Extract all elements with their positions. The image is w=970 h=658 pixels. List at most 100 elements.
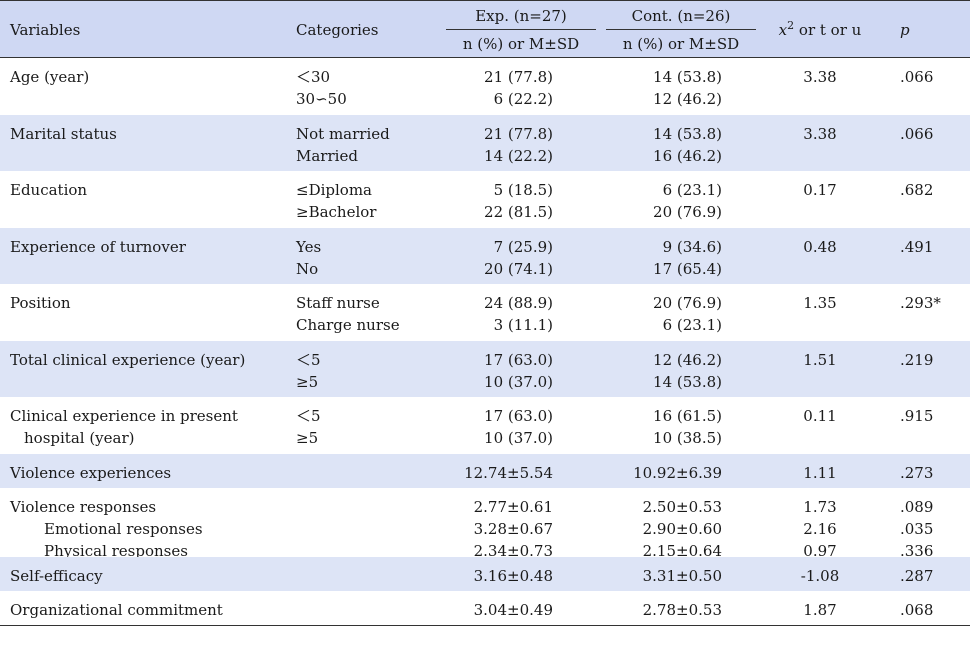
- statistic-cell: 1.51: [760, 349, 880, 371]
- cont-cell-line: 2.78±0.53: [642, 601, 722, 619]
- statistic-cell: 0.48: [760, 236, 880, 258]
- header-p-symbol: p: [900, 21, 910, 39]
- exp-cell-line: 10 (37.0): [484, 429, 553, 447]
- variable-cell-line: Physical responses: [44, 542, 188, 560]
- category-cell-line: ＜5: [296, 351, 321, 369]
- cont-cell-line: 14 (53.8): [653, 125, 722, 143]
- variable-cell-line: Experience of turnover: [10, 238, 186, 256]
- category-cell-line: ≥5: [296, 429, 319, 447]
- p-value-cell-line: .035: [900, 520, 934, 538]
- header-cont-group: Cont. (n=26): [631, 7, 731, 25]
- exp-cell-line: 21 (77.8): [484, 68, 553, 86]
- header-cont-sub: n (%) or M±SD: [622, 35, 740, 53]
- header-stat-symbol: x: [778, 21, 788, 39]
- exp-cell-line: 7 (25.9): [493, 238, 553, 256]
- variable-cell: Marital status: [10, 123, 117, 145]
- statistic-cell: -1.08: [760, 565, 880, 587]
- table-body: Age (year) ＜30 30∽50 21 (77.8) 6 (22.2) 14 (5…: [0, 58, 970, 625]
- p-value-cell-line: .068: [900, 601, 934, 619]
- category-cell: Not married Married: [296, 123, 390, 167]
- category-cell: Staff nurse Charge nurse: [296, 292, 400, 336]
- category-cell-line: Married: [296, 147, 358, 165]
- exp-cell-line: 3 (11.1): [493, 316, 553, 334]
- cont-cell-line: 17 (65.4): [653, 260, 722, 278]
- statistic-cell: 3.38: [760, 123, 880, 145]
- category-cell-line: No: [296, 260, 319, 278]
- header-exp-sub: n (%) or M±SD: [462, 35, 580, 53]
- variable-cell-line: Emotional responses: [44, 520, 203, 538]
- p-value-cell: .287: [900, 565, 942, 587]
- exp-cell-line: 2.34±0.73: [473, 542, 553, 560]
- header-categories: Categories: [296, 21, 379, 39]
- cont-cell-line: 3.31±0.50: [642, 567, 722, 585]
- statistic-cell: 1.11: [760, 462, 880, 484]
- table-row: Experience of turnover Yes No 7 (25.9) 20 (7…: [0, 228, 970, 284]
- exp-cell-line: 17 (63.0): [484, 407, 553, 425]
- statistic-cell-line: 1.11: [803, 464, 837, 482]
- exp-cell-line: 3.28±0.67: [473, 520, 553, 538]
- variable-cell: Self-efficacy: [10, 565, 103, 587]
- exp-cell: 24 (88.9) 3 (11.1): [430, 292, 553, 336]
- table-row: Organizational commitment 3.04±0.49 2.78±0…: [0, 591, 970, 625]
- cont-cell-line: 20 (76.9): [653, 203, 722, 221]
- p-value-cell-line: .915: [900, 407, 934, 425]
- statistic-cell: 0.11: [760, 405, 880, 427]
- table-row: Violence responses Emotional responses Phy…: [0, 488, 970, 582]
- cont-cell: 10.92±6.39: [590, 462, 722, 484]
- p-value-cell-line: .219: [900, 351, 934, 369]
- category-cell-line: Not married: [296, 125, 390, 143]
- exp-cell: 12.74±5.54: [430, 462, 553, 484]
- statistic-cell-line: -1.08: [800, 567, 840, 585]
- exp-cell-line: 3.04±0.49: [473, 601, 553, 619]
- exp-cell-line: 12.74±5.54: [464, 464, 553, 482]
- data-table: Variables Categories Exp. (n=27) n (%) o…: [0, 0, 970, 626]
- cont-cell-line: 2.90±0.60: [642, 520, 722, 538]
- cont-cell-line: 10.92±6.39: [633, 464, 722, 482]
- statistic-cell-line: 0.97: [803, 542, 837, 560]
- exp-cell: 21 (77.8) 14 (22.2): [430, 123, 553, 167]
- exp-cell: 3.04±0.49: [430, 599, 553, 621]
- category-cell-line: Charge nurse: [296, 316, 400, 334]
- cont-cell-line: 16 (61.5): [653, 407, 722, 425]
- category-cell-line: ≥Bachelor: [296, 203, 377, 221]
- cont-cell: 6 (23.1) 20 (76.9): [590, 179, 722, 223]
- variable-cell: Experience of turnover: [10, 236, 186, 258]
- p-value-cell-line: .491: [900, 238, 934, 256]
- p-value-cell: .273: [900, 462, 942, 484]
- cont-cell: 14 (53.8) 12 (46.2): [590, 66, 722, 110]
- variable-cell-line: Position: [10, 294, 71, 312]
- exp-cell-line: 10 (37.0): [484, 373, 553, 391]
- exp-cell-line: 6 (22.2): [493, 90, 553, 108]
- cont-cell: 2.78±0.53: [590, 599, 722, 621]
- statistic-cell-line: 1.51: [803, 351, 837, 369]
- variable-cell: Clinical experience in present hospital (…: [10, 405, 238, 449]
- statistic-cell: 1.35: [760, 292, 880, 314]
- cont-cell-line: 9 (34.6): [662, 238, 722, 256]
- exp-cell: 5 (18.5) 22 (81.5): [430, 179, 553, 223]
- cont-cell: 14 (53.8) 16 (46.2): [590, 123, 722, 167]
- category-cell-line: ＜5: [296, 407, 321, 425]
- p-value-cell-line: .066: [900, 68, 934, 86]
- exp-cell: 17 (63.0) 10 (37.0): [430, 349, 553, 393]
- exp-cell-line: 17 (63.0): [484, 351, 553, 369]
- header-stat-text: or t or u: [794, 21, 862, 39]
- table-row: Self-efficacy 3.16±0.48 3.31±0.50 -1.08 .287: [0, 557, 970, 591]
- variable-cell-line: Clinical experience in present: [10, 407, 238, 425]
- exp-cell-line: 22 (81.5): [484, 203, 553, 221]
- variable-cell: Age (year): [10, 66, 89, 88]
- statistic-cell-line: 3.38: [803, 125, 837, 143]
- exp-cell-line: 5 (18.5): [493, 181, 553, 199]
- table-row: Education ≤Diploma ≥Bachelor 5 (18.5) 22 (81…: [0, 171, 970, 228]
- cont-cell: 3.31±0.50: [590, 565, 722, 587]
- p-value-cell-line: .682: [900, 181, 934, 199]
- p-value-cell: .491: [900, 236, 942, 258]
- statistic-cell-line: 0.17: [803, 181, 837, 199]
- cont-cell: 16 (61.5) 10 (38.5): [590, 405, 722, 449]
- cont-cell-line: 6 (23.1): [662, 316, 722, 334]
- variable-cell-line: hospital (year): [24, 429, 135, 447]
- exp-cell-line: 21 (77.8): [484, 125, 553, 143]
- statistic-cell-line: 0.11: [803, 407, 837, 425]
- category-cell: Yes No: [296, 236, 321, 280]
- statistic-cell: 3.38: [760, 66, 880, 88]
- variable-cell-line: Self-efficacy: [10, 567, 103, 585]
